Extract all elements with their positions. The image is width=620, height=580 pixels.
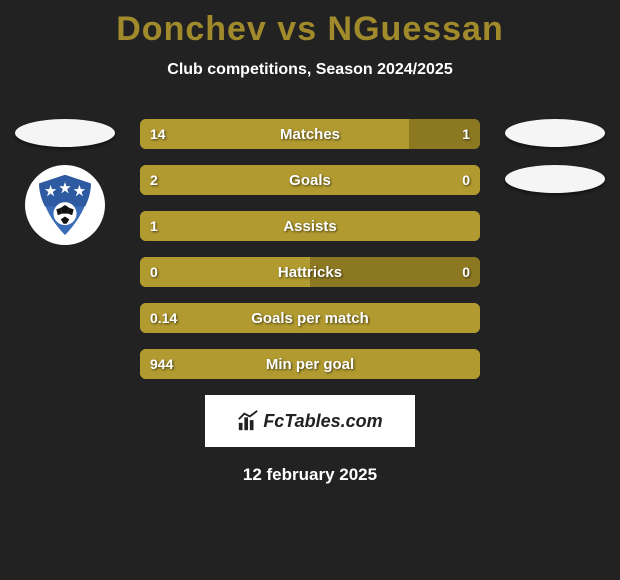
stat-row: 20Goals — [140, 165, 480, 195]
club-badge-left — [25, 165, 105, 245]
right-player-badges — [500, 119, 610, 193]
page-title: Donchev vs NGuessan — [0, 0, 620, 49]
stat-row: 1Assists — [140, 211, 480, 241]
stat-label: Assists — [140, 211, 480, 241]
stat-bars: 141Matches 20Goals 1Assists 00Hattricks 0.14… — [140, 119, 480, 379]
player-photo-placeholder-right-1 — [505, 119, 605, 147]
left-player-badges — [10, 119, 120, 245]
stat-row: 00Hattricks — [140, 257, 480, 287]
stat-row: 0.14Goals per match — [140, 303, 480, 333]
brand-text: FcTables.com — [263, 411, 382, 432]
stat-label: Matches — [140, 119, 480, 149]
subtitle: Club competitions, Season 2024/2025 — [0, 61, 620, 79]
stat-label: Goals — [140, 165, 480, 195]
comparison-chart: 141Matches 20Goals 1Assists 00Hattricks 0.14… — [0, 119, 620, 379]
chart-icon — [237, 410, 259, 432]
player-photo-placeholder-left — [15, 119, 115, 147]
stat-label: Goals per match — [140, 303, 480, 333]
stat-row: 141Matches — [140, 119, 480, 149]
date-text: 12 february 2025 — [0, 465, 620, 485]
shield-icon — [29, 169, 101, 241]
brand-box: FcTables.com — [205, 395, 415, 447]
player-photo-placeholder-right-2 — [505, 165, 605, 193]
stat-row: 944Min per goal — [140, 349, 480, 379]
stat-label: Min per goal — [140, 349, 480, 379]
stat-label: Hattricks — [140, 257, 480, 287]
